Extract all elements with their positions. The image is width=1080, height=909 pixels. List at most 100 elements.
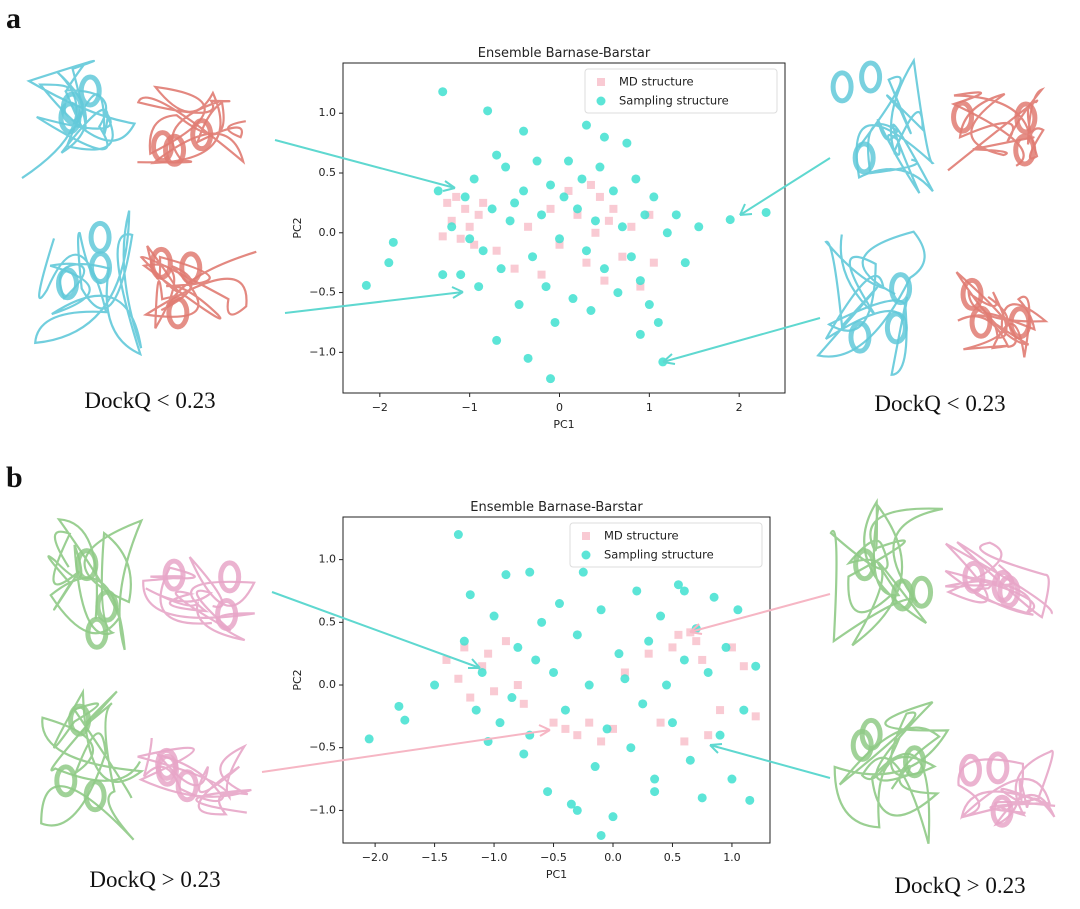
protein-helix [83,779,107,813]
sampling-point [649,192,659,202]
protein-helix [175,769,199,803]
md-point [470,240,479,249]
sampling-point [613,288,623,298]
md-point [561,724,570,733]
protein-helix [68,703,92,737]
sampling-point [388,237,398,247]
x-tick-label: −2 [372,401,388,414]
md-point [501,637,510,646]
md-point [595,192,604,201]
sampling-point [519,186,529,196]
y-tick-label: −1.0 [309,345,336,358]
sampling-point [721,642,731,652]
sampling-point [554,599,564,609]
protein-helix [1013,133,1037,167]
sampling-point [620,674,630,684]
protein-coil [136,85,246,165]
x-tick-label: 0.0 [604,851,622,864]
plot-frame [342,516,771,844]
sampling-point [400,715,410,725]
sampling-point [507,693,517,703]
protein-coil [816,230,926,376]
protein-helix [859,717,883,751]
protein-helix [179,251,203,285]
protein-helix [190,118,214,152]
sampling-point [599,132,609,142]
protein-helix [85,616,109,650]
sampling-point [644,636,654,646]
md-point [564,186,573,195]
sampling-point [563,156,573,166]
md-point [513,681,522,690]
y-axis-label: PC2 [291,217,304,238]
sampling-point [487,204,497,214]
md-point [727,643,736,652]
md-point [461,204,470,213]
protein-helix [853,548,877,582]
md-point [456,234,465,243]
sampling-point [525,567,535,577]
protein-helix [884,311,908,345]
protein-helix [151,130,175,164]
md-point [649,258,658,267]
sampling-point [532,156,542,166]
sampling-point [595,162,605,172]
protein-helix [859,60,883,94]
sampling-point [679,586,689,596]
protein-helix [56,267,80,301]
sampling-point [447,222,457,232]
protein-coil [137,737,252,816]
protein-coil [142,556,256,642]
caption: DockQ < 0.23 [874,391,1005,416]
protein-helix [88,220,112,254]
sampling-point [662,680,672,690]
md-point [656,718,665,727]
md-point [549,718,558,727]
sampling-point [590,216,600,226]
arrow [271,591,481,669]
md-point [739,662,748,671]
sampling-point [546,374,556,384]
md-point [609,204,618,213]
sampling-point [433,186,443,196]
panel-label: b [6,461,23,494]
legend-marker [597,78,605,86]
y-axis-label: PC2 [291,669,304,690]
sampling-point [523,353,533,363]
md-point [454,674,463,683]
md-point [490,687,499,696]
legend-label: MD structure [604,529,679,543]
legend-label: Sampling structure [604,548,714,562]
protein-helix [163,133,187,167]
md-point [704,731,713,740]
sampling-point [622,138,632,148]
protein-helix [903,745,927,779]
protein-helix [962,560,986,594]
sampling-point [572,630,582,640]
sampling-point [438,87,448,97]
protein-coil [957,749,1056,827]
sampling-point [514,300,524,310]
md-point [597,737,606,746]
sampling-point [528,252,538,262]
md-point [698,655,707,664]
sampling-point [471,705,481,715]
x-tick-label: 1 [646,401,653,414]
md-point [460,643,469,652]
sampling-point [638,699,648,709]
sampling-point [632,586,642,596]
protein-helix [1008,306,1032,340]
sampling-point [453,530,463,540]
sampling-point [474,282,484,292]
sampling-point [430,680,440,690]
md-point [586,180,595,189]
sampling-point [581,246,591,256]
y-tick-label: 0.5 [319,166,337,179]
sampling-point [650,774,660,784]
protein-coil [21,59,137,180]
charts: Ensemble Barnase-Barstar PC1 PC2 −2 −1 0 1 2 −1.… [291,46,786,881]
arrows [261,139,831,779]
y-tick-label: −0.5 [309,741,336,754]
y-tick-label: 0.0 [319,678,337,691]
